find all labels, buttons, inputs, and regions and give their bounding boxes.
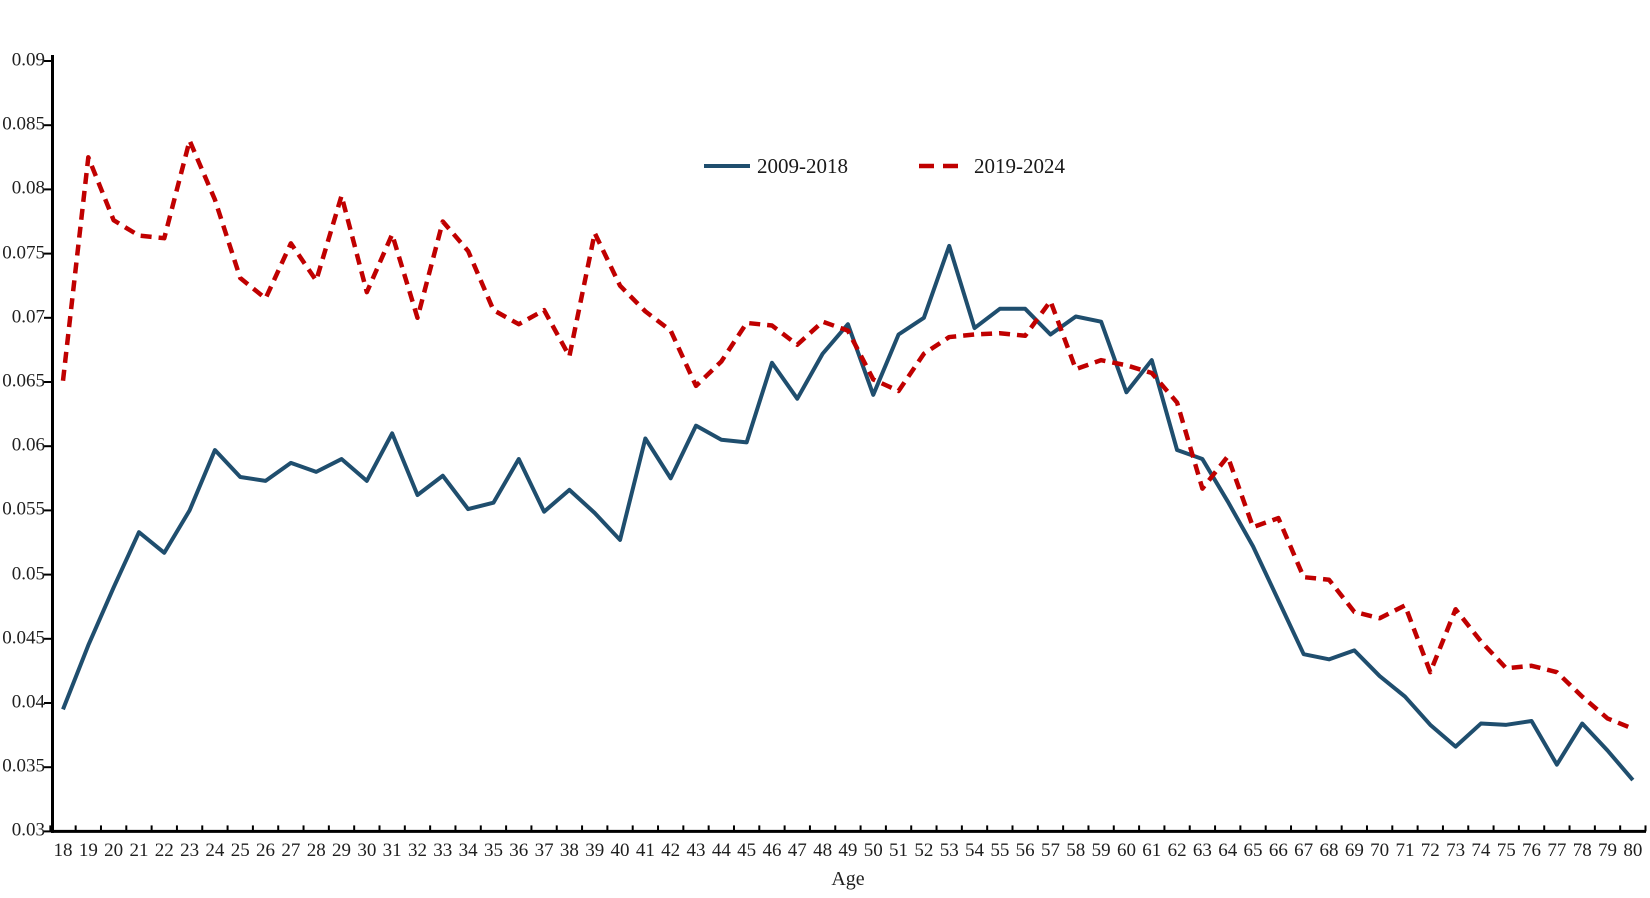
x-tick-label: 20	[104, 840, 124, 861]
x-tick-label: 18	[53, 840, 73, 861]
x-tick-label: 66	[1268, 840, 1288, 861]
x-tick-label: 29	[332, 840, 352, 861]
x-tick-label: 80	[1623, 840, 1643, 861]
x-tick-label: 21	[129, 840, 149, 861]
x-tick-label: 43	[686, 840, 706, 861]
x-tick-label: 31	[382, 840, 402, 861]
x-tick-label: 67	[1294, 840, 1314, 861]
x-tick-label: 70	[1370, 840, 1390, 861]
x-tick-label: 25	[230, 840, 250, 861]
y-tick-label: 0.055	[2, 498, 45, 520]
x-tick-label: 59	[1091, 840, 1111, 861]
y-tick-label: 0.075	[2, 242, 45, 264]
legend-item-2009-2018: 2009-2018	[703, 154, 848, 179]
y-tick-label: 0.08	[11, 177, 45, 199]
x-tick-label: 58	[1066, 840, 1086, 861]
x-tick-label: 54	[965, 840, 985, 861]
x-tick-label: 53	[939, 840, 959, 861]
x-axis-title: Age	[831, 868, 865, 890]
x-tick-label: 65	[1243, 840, 1263, 861]
x-tick-label: 24	[205, 840, 225, 861]
legend-label-2019-2024: 2019-2024	[974, 153, 1065, 178]
series-line-2019-2024	[60, 138, 1634, 731]
x-tick-label: 71	[1395, 840, 1415, 861]
x-tick-label: 79	[1598, 840, 1618, 861]
x-tick-label: 30	[357, 840, 377, 861]
y-tick-label: 0.03	[11, 819, 45, 841]
legend-solid-line-icon	[704, 164, 750, 168]
x-tick-label: 72	[1420, 840, 1440, 861]
x-tick-label: 64	[1218, 840, 1238, 861]
x-tick-label: 74	[1471, 840, 1491, 861]
legend-item-2019-2024: 2019-2024	[918, 154, 1065, 179]
x-tick-label: 61	[1142, 840, 1162, 861]
legend-label-2009-2018: 2009-2018	[757, 153, 848, 178]
x-tick-label: 27	[281, 840, 301, 861]
x-tick-label: 34	[458, 840, 478, 861]
x-tick-label: 32	[407, 840, 427, 861]
y-tick-label: 0.09	[11, 49, 45, 71]
x-tick-label: 48	[813, 840, 833, 861]
x-tick-label: 49	[838, 840, 858, 861]
y-tick-label: 0.035	[2, 755, 45, 777]
x-tick-label: 62	[1167, 840, 1187, 861]
x-tick-label: 19	[78, 840, 98, 861]
x-tick-label: 41	[635, 840, 655, 861]
x-tick-label: 26	[256, 840, 276, 861]
x-tick-label: 55	[990, 840, 1010, 861]
x-tick-label: 33	[433, 840, 453, 861]
x-tick-label: 69	[1344, 840, 1364, 861]
x-tick-label: 77	[1547, 840, 1567, 861]
x-tick-label: 68	[1319, 840, 1339, 861]
x-tick-label: 42	[661, 840, 681, 861]
x-tick-label: 23	[180, 840, 200, 861]
x-tick-label: 22	[154, 840, 174, 861]
chart-legend: 2009-2018 2019-2024	[703, 152, 1065, 180]
x-tick-label: 35	[483, 840, 503, 861]
x-tick-label: 47	[787, 840, 807, 861]
x-tick-label: 46	[762, 840, 782, 861]
x-tick-label: 73	[1446, 840, 1466, 861]
x-tick-label: 36	[509, 840, 529, 861]
x-tick-label: 75	[1496, 840, 1516, 861]
x-tick-label: 52	[914, 840, 934, 861]
y-tick-label: 0.04	[11, 691, 45, 713]
x-tick-label: 57	[1040, 840, 1060, 861]
y-tick-label: 0.045	[2, 627, 45, 649]
y-tick-label: 0.085	[2, 113, 45, 135]
y-tick-label: 0.06	[11, 434, 45, 456]
x-tick-label: 60	[1116, 840, 1136, 861]
y-tick-label: 0.05	[11, 563, 45, 585]
x-tick-label: 78	[1572, 840, 1592, 861]
y-tick-label: 0.065	[2, 370, 45, 392]
x-tick-label: 37	[534, 840, 554, 861]
x-tick-label: 39	[585, 840, 605, 861]
x-tick-label: 51	[889, 840, 909, 861]
x-tick-label: 28	[306, 840, 326, 861]
y-tick-label: 0.07	[11, 306, 45, 328]
x-tick-label: 45	[737, 840, 757, 861]
x-tick-label: 56	[1015, 840, 1035, 861]
x-tick-label: 38	[559, 840, 579, 861]
x-tick-label: 40	[610, 840, 630, 861]
series-line-2009-2018	[61, 243, 1635, 782]
legend-dashed-line-icon	[919, 163, 967, 169]
x-tick-label: 44	[711, 840, 731, 861]
x-tick-label: 76	[1522, 840, 1542, 861]
x-tick-label: 63	[1192, 840, 1212, 861]
x-tick-label: 50	[863, 840, 883, 861]
